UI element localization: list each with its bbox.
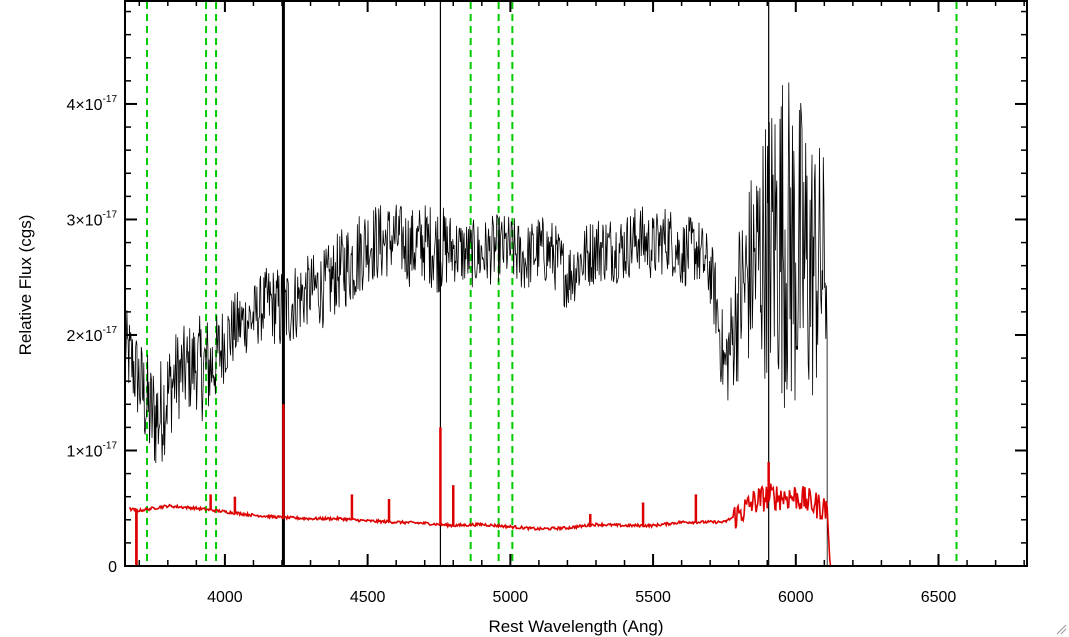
- y-tick-label: 4×10-17: [67, 94, 118, 114]
- x-tick-label: 6000: [778, 589, 814, 606]
- y-tick-label: 0: [108, 559, 117, 576]
- reference-lines: [145, 2, 958, 566]
- x-tick-label: 6500: [921, 589, 957, 606]
- x-tick-label: 4000: [207, 589, 243, 606]
- error-line: [129, 483, 1027, 566]
- flux-line: [125, 82, 828, 566]
- tick-labels: 4000 4500 5000 5500 6000 6500 0 1×10-17 2×10-17 3…: [67, 94, 957, 606]
- x-axis-title: Rest Wavelength (Ang): [488, 617, 663, 636]
- y-axis-title: Relative Flux (cgs): [16, 215, 35, 356]
- resize-grip-icon[interactable]: [1055, 623, 1067, 635]
- series-layer: [125, 0, 1027, 566]
- axis-ticks: [125, 0, 1027, 567]
- plot-frame: [124, 0, 1028, 567]
- x-tick-label: 4500: [350, 589, 386, 606]
- y-tick-label: 1×10-17: [67, 440, 118, 460]
- y-tick-label: 3×10-17: [67, 209, 118, 229]
- x-tick-label: 5500: [635, 589, 671, 606]
- y-tick-label: 2×10-17: [67, 325, 118, 345]
- x-tick-label: 5000: [493, 589, 529, 606]
